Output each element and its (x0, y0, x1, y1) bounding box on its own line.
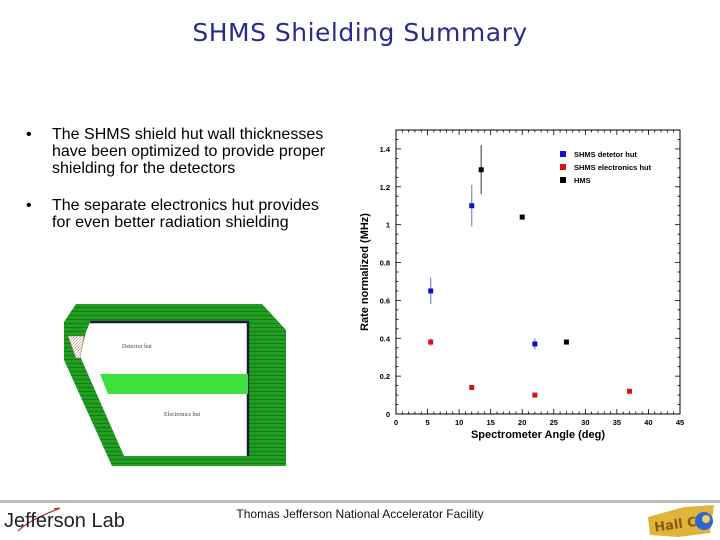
axis-ticks: 0 5 10 15 20 25 30 35 40 45 0 0.2 0.4 0.6 0.8 1 1.2 1.4 (380, 129, 684, 427)
bullet-item: • The separate electronics hut provides … (26, 197, 336, 231)
bullet-marker: • (26, 197, 32, 214)
x-axis-label: Spectrometer Angle (deg) (471, 429, 605, 441)
hall-c-logo: Hall C (648, 505, 714, 537)
bullet-text: The SHMS shield hut wall thicknesses hav… (52, 126, 326, 177)
jefferson-lab-logo: Jefferson Lab (4, 510, 125, 532)
chart-legend: SHMS detetor hut SHMS electronics hut HMS (560, 150, 652, 185)
y-tick-label: 0.8 (380, 259, 390, 268)
plot-frame (395, 129, 681, 415)
data-point (478, 167, 484, 173)
x-tick-label: 25 (550, 418, 558, 427)
shield-hut-diagram: Detector hut Electronics hut (64, 304, 286, 466)
legend-label: HMS (574, 176, 591, 185)
legend-swatch (560, 151, 566, 157)
y-axis-label: Rate normalized (MHz) (359, 213, 371, 331)
x-tick-label: 35 (613, 418, 621, 427)
data-point (519, 214, 525, 220)
data-point (469, 384, 475, 390)
y-tick-label: 1.2 (380, 183, 390, 192)
x-tick-label: 5 (425, 418, 429, 427)
y-tick-label: 0 (386, 410, 390, 419)
bullet-text: The separate electronics hut provides fo… (52, 197, 319, 231)
data-point (563, 339, 569, 345)
x-tick-label: 10 (455, 418, 463, 427)
legend-label: SHMS electronics hut (574, 163, 652, 172)
y-tick-label: 0.2 (380, 372, 390, 381)
legend-swatch (560, 177, 566, 183)
data-point (532, 341, 538, 347)
entrance-hatch (67, 335, 85, 359)
bullet-list: • The SHMS shield hut wall thicknesses h… (26, 126, 336, 251)
electronics-hut-label: Electronics hut (164, 412, 200, 418)
y-tick-label: 1 (386, 221, 390, 230)
jlab-swoosh-icon (17, 507, 61, 532)
data-points (428, 145, 633, 398)
facility-name: Thomas Jefferson National Accelerator Fa… (236, 507, 484, 521)
data-point (428, 339, 434, 345)
bullet-marker: • (26, 126, 32, 143)
y-tick-label: 0.4 (380, 334, 391, 343)
footer-divider (0, 500, 720, 503)
x-tick-label: 40 (644, 418, 652, 427)
detector-hut-label: Detector hut (122, 344, 152, 350)
x-tick-label: 20 (518, 418, 526, 427)
bullet-item: • The SHMS shield hut wall thicknesses h… (26, 126, 336, 177)
data-point (532, 392, 538, 398)
y-tick-label: 1.4 (380, 145, 391, 154)
data-point (469, 203, 475, 209)
inner-edge (90, 320, 250, 456)
x-tick-label: 0 (394, 418, 398, 427)
data-point (428, 288, 434, 294)
x-tick-label: 45 (676, 418, 684, 427)
slide-title: SHMS Shielding Summary (192, 18, 528, 47)
data-point (627, 388, 633, 394)
x-tick-label: 15 (486, 418, 494, 427)
hall-c-text: Hall C (653, 515, 697, 536)
legend-label: SHMS detetor hut (574, 150, 637, 159)
x-tick-label: 30 (581, 418, 589, 427)
divider-wall (100, 374, 248, 394)
y-tick-label: 0.6 (380, 296, 390, 305)
legend-swatch (560, 164, 566, 170)
rate-vs-angle-chart: 0 5 10 15 20 25 30 35 40 45 0 0.2 0.4 0.6 0.8 1 1.2 1.4 S… (359, 129, 684, 441)
